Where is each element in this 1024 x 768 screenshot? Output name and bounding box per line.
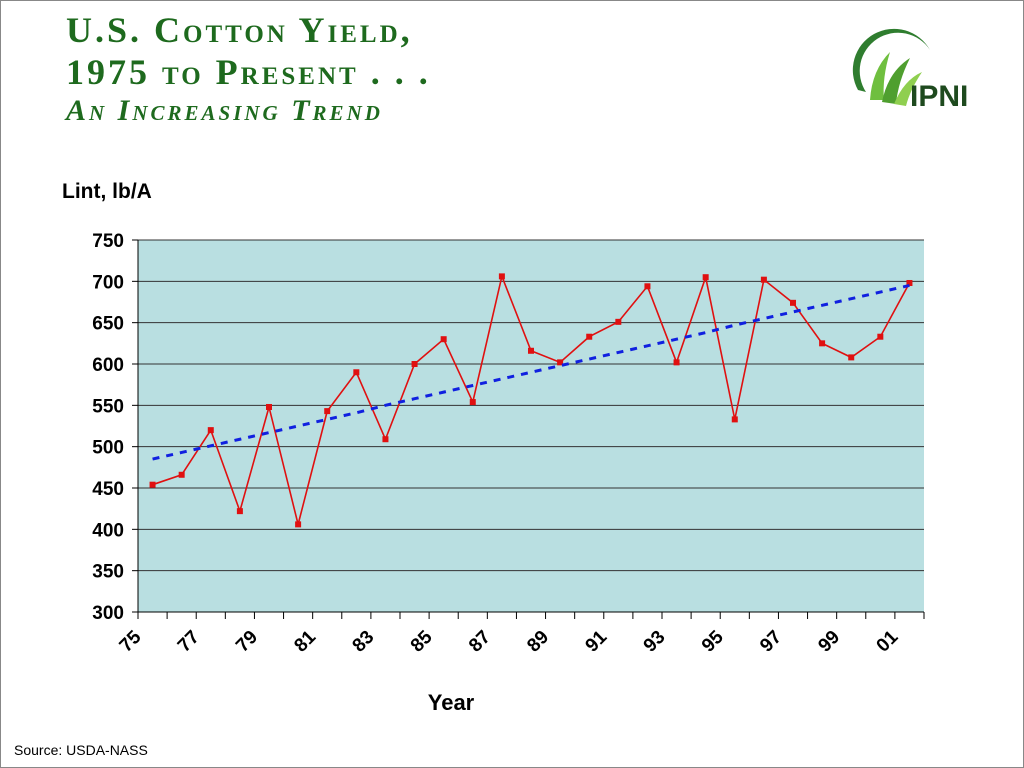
marker xyxy=(731,416,738,423)
logo-leaf xyxy=(870,52,890,100)
y-tick-label: 600 xyxy=(92,355,124,376)
y-tick-label: 350 xyxy=(92,562,124,583)
trend-line xyxy=(152,284,910,461)
subtitle: An Increasing Trend xyxy=(64,94,383,127)
y-tick-label: 650 xyxy=(92,314,124,335)
x-axis-label: Year xyxy=(428,690,475,715)
marker xyxy=(557,359,564,366)
title: U.S. Cotton Yield, xyxy=(66,10,413,50)
marker xyxy=(760,276,767,283)
marker xyxy=(469,399,476,406)
marker xyxy=(644,283,651,290)
y-tick-label: 500 xyxy=(92,438,124,459)
y-tick-label: 450 xyxy=(92,479,124,500)
marker xyxy=(498,273,505,280)
marker xyxy=(266,403,272,410)
marker xyxy=(382,436,389,443)
logo-text: IPNI xyxy=(910,80,968,113)
marker xyxy=(353,369,360,376)
marker xyxy=(702,274,709,281)
logo-swoosh xyxy=(852,28,930,92)
y-axis-label: Lint, lb/A xyxy=(62,180,152,203)
title-line: 1975 to Present . . . xyxy=(66,52,431,92)
marker xyxy=(790,299,796,306)
marker xyxy=(207,427,214,434)
marker xyxy=(528,347,534,354)
marker xyxy=(178,471,185,478)
marker xyxy=(906,279,913,286)
y-tick-label: 700 xyxy=(92,272,124,293)
marker xyxy=(324,408,331,415)
marker xyxy=(236,508,243,515)
plot-area xyxy=(138,240,924,612)
marker xyxy=(586,333,593,340)
marker xyxy=(877,333,884,340)
marker xyxy=(819,340,826,347)
y-tick-label: 550 xyxy=(92,396,124,417)
y-tick-label: 750 xyxy=(92,231,124,252)
logo: IPNI xyxy=(852,28,968,113)
marker xyxy=(411,361,418,367)
source: Source: USDA-NASS xyxy=(14,742,148,758)
y-tick-label: 300 xyxy=(92,603,124,624)
logo-leaf xyxy=(882,58,910,104)
marker xyxy=(673,359,680,366)
marker xyxy=(848,354,855,361)
logo-leaf xyxy=(894,72,922,106)
marker xyxy=(149,481,156,488)
y-tick-label: 400 xyxy=(92,520,124,541)
marker xyxy=(440,336,447,343)
marker xyxy=(615,318,622,325)
marker xyxy=(295,521,302,528)
